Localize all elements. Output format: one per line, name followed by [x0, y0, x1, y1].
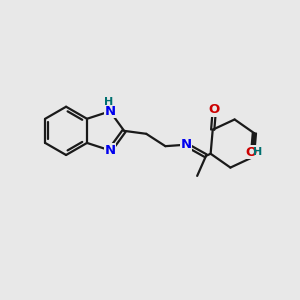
Text: H: H: [253, 147, 262, 157]
Text: N: N: [104, 105, 116, 118]
Text: N: N: [104, 144, 116, 157]
Text: H: H: [104, 98, 113, 107]
Text: N: N: [180, 138, 191, 151]
Text: O: O: [208, 103, 220, 116]
Text: O: O: [246, 146, 257, 159]
